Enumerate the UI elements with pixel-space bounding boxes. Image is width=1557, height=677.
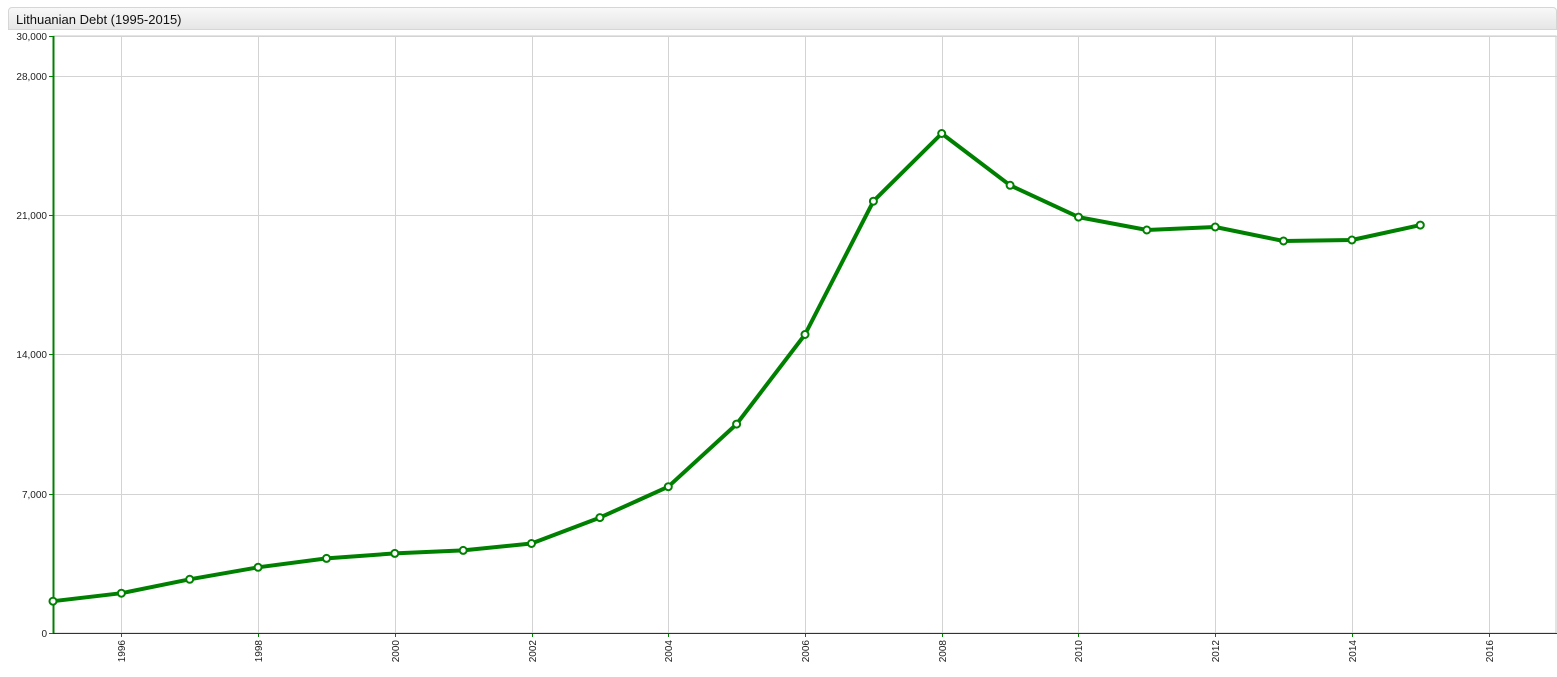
data-point[interactable] <box>868 196 878 206</box>
data-point[interactable] <box>1142 225 1152 235</box>
x-tick-label: 2014 <box>1348 640 1359 663</box>
data-point[interactable] <box>1347 235 1357 245</box>
y-tick-label: 7,000 <box>22 490 47 501</box>
x-tick-label: 1996 <box>117 640 128 663</box>
x-tick-label: 2004 <box>664 640 675 663</box>
data-point[interactable] <box>185 574 195 584</box>
x-tick-label: 2008 <box>938 640 949 663</box>
data-point[interactable] <box>732 419 742 429</box>
data-point[interactable] <box>663 482 673 492</box>
data-point[interactable] <box>322 553 331 563</box>
data-points <box>48 129 1425 606</box>
data-point[interactable] <box>1210 222 1220 232</box>
data-point[interactable] <box>48 596 58 606</box>
y-tick-label: 0 <box>41 629 47 640</box>
data-point[interactable] <box>1074 212 1083 222</box>
data-point[interactable] <box>458 545 468 555</box>
line-chart: 0 7,000 14,000 21,000 28,000 30,000 1996 1998 20… <box>16 32 1557 662</box>
x-tick-label: 2006 <box>801 640 812 663</box>
data-point[interactable] <box>253 562 263 572</box>
y-tick-label: 21,000 <box>16 211 47 222</box>
widget-header: Lithuanian Debt (1995-2015) <box>8 7 1557 30</box>
data-point[interactable] <box>116 588 126 598</box>
data-point[interactable] <box>937 129 947 138</box>
y-tick-label: 14,000 <box>16 350 47 361</box>
chart-title: Lithuanian Debt (1995-2015) <box>16 12 182 27</box>
tick-labels: 0 7,000 14,000 21,000 28,000 30,000 1996 1998 20… <box>16 32 1496 662</box>
data-point[interactable] <box>800 330 810 339</box>
data-point[interactable] <box>595 513 605 523</box>
data-point[interactable] <box>527 539 536 548</box>
data-point[interactable] <box>1005 180 1015 190</box>
y-tick-label: 30,000 <box>16 32 47 43</box>
data-point[interactable] <box>1279 236 1288 246</box>
y-tick-label: 28,000 <box>16 72 47 83</box>
x-tick-label: 2012 <box>1211 640 1222 663</box>
axes <box>49 36 1557 637</box>
data-point[interactable] <box>390 548 400 558</box>
x-tick-label: 2000 <box>391 640 402 663</box>
x-tick-label: 2016 <box>1485 640 1496 663</box>
data-point[interactable] <box>1415 220 1425 230</box>
x-tick-label: 2010 <box>1074 640 1085 663</box>
chart-area: 0 7,000 14,000 21,000 28,000 30,000 1996 1998 20… <box>0 30 1557 672</box>
x-tick-label: 1998 <box>254 640 265 663</box>
x-tick-label: 2002 <box>528 640 539 663</box>
